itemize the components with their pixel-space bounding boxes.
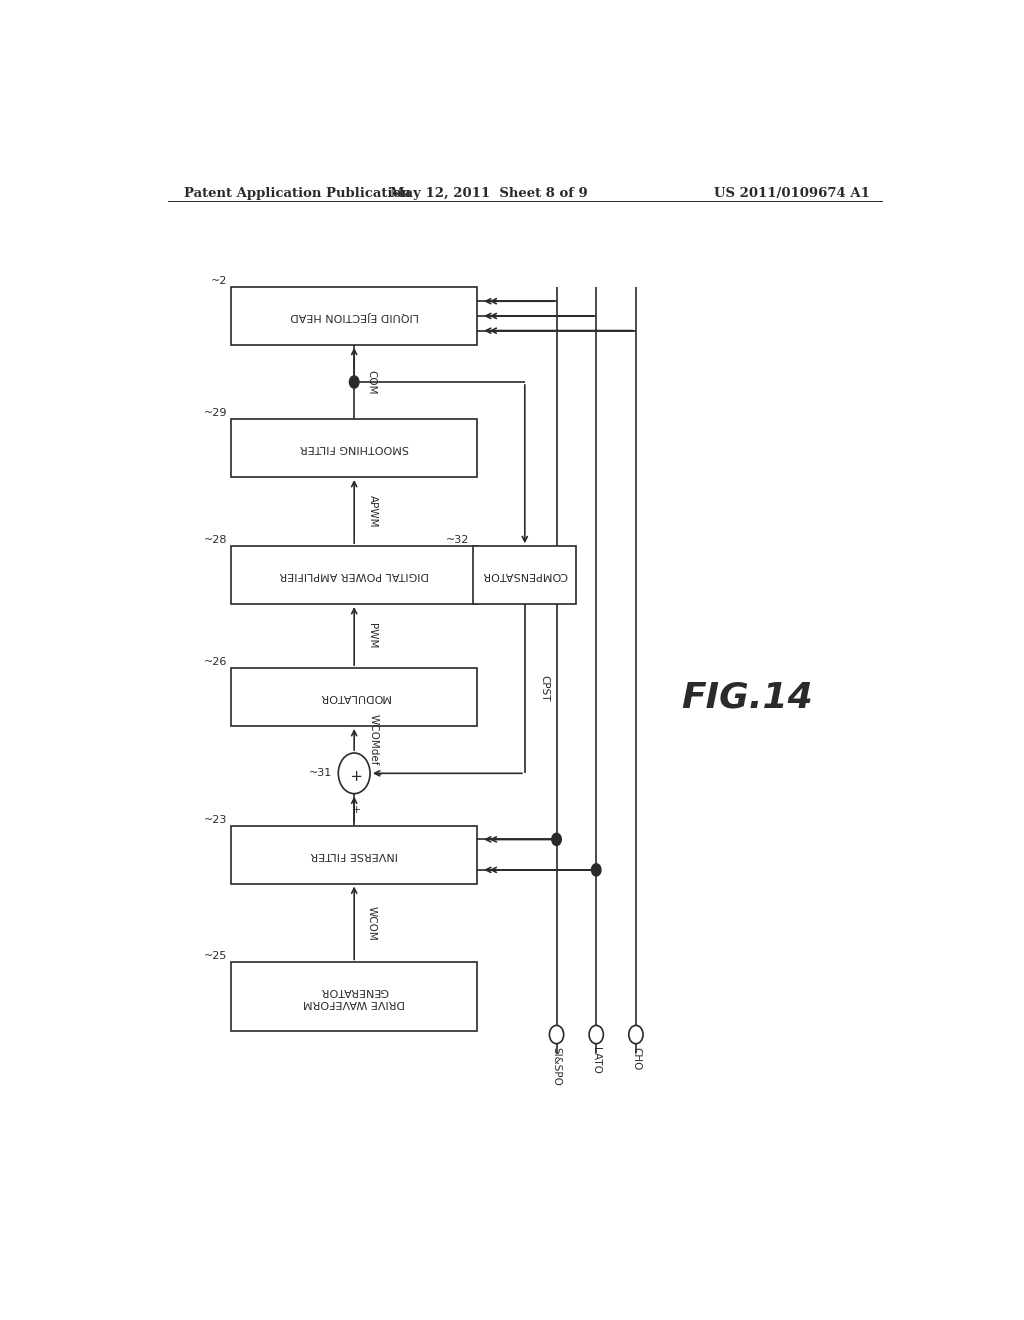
Bar [231, 668, 477, 726]
Text: Patent Application Publication: Patent Application Publication [183, 187, 411, 199]
Text: PWM: PWM [367, 623, 377, 649]
Text: ~25: ~25 [204, 952, 227, 961]
Text: WCOMdef: WCOMdef [369, 714, 379, 766]
Text: US 2011/0109674 A1: US 2011/0109674 A1 [714, 187, 870, 199]
Bar [231, 420, 477, 477]
Text: ~29: ~29 [204, 408, 227, 418]
Text: ~28: ~28 [204, 535, 227, 545]
Circle shape [629, 1026, 643, 1044]
Circle shape [589, 1026, 603, 1044]
Text: ~31: ~31 [308, 768, 332, 779]
Text: COMPENSATOR: COMPENSATOR [482, 570, 567, 579]
Text: SI&SPO: SI&SPO [552, 1047, 561, 1085]
Text: LATO: LATO [591, 1047, 601, 1073]
Circle shape [338, 752, 370, 793]
Text: +: + [350, 801, 358, 812]
Text: -: - [377, 768, 381, 779]
Text: ~23: ~23 [204, 814, 227, 825]
Text: CHO: CHO [631, 1047, 641, 1071]
Bar [231, 286, 477, 345]
Bar [231, 546, 477, 605]
Text: ~32: ~32 [445, 535, 469, 545]
Text: COM: COM [367, 370, 377, 395]
Text: INVERSE FILTER: INVERSE FILTER [310, 850, 398, 859]
Circle shape [592, 863, 601, 876]
Bar [231, 962, 477, 1031]
Text: FIG.14: FIG.14 [681, 680, 813, 714]
Text: DIGITAL POWER AMPLIFIER: DIGITAL POWER AMPLIFIER [280, 570, 429, 579]
Text: CPST: CPST [540, 676, 550, 702]
Text: ~2: ~2 [211, 276, 227, 286]
Circle shape [550, 1026, 563, 1044]
Bar [473, 546, 577, 605]
Text: WCOM: WCOM [367, 906, 377, 940]
Text: SMOOTHING FILTER: SMOOTHING FILTER [300, 444, 409, 453]
Text: MODULATOR: MODULATOR [318, 692, 390, 702]
Text: +: + [348, 766, 360, 781]
Circle shape [349, 376, 359, 388]
Text: DRIVE WAVEFORM
GENERATOR: DRIVE WAVEFORM GENERATOR [303, 986, 406, 1007]
Bar [231, 826, 477, 883]
Circle shape [552, 833, 561, 846]
Text: APWM: APWM [369, 495, 378, 528]
Text: May 12, 2011  Sheet 8 of 9: May 12, 2011 Sheet 8 of 9 [390, 187, 588, 199]
Text: LIQUID EJECTION HEAD: LIQUID EJECTION HEAD [290, 312, 419, 321]
Text: ~26: ~26 [204, 657, 227, 667]
